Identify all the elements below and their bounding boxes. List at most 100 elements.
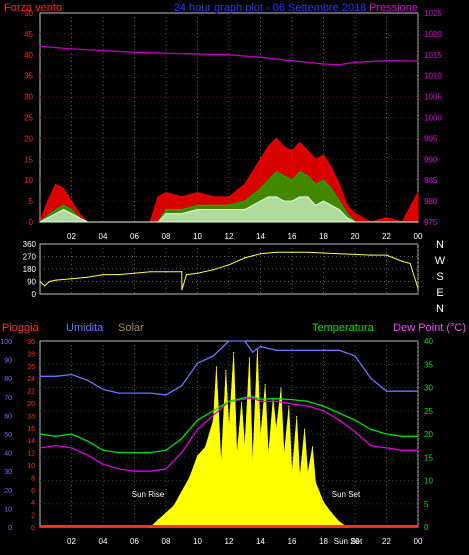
point-temperatura — [354, 419, 356, 421]
rain-y-tick: 20 — [27, 401, 35, 408]
point-dew-point — [86, 454, 88, 456]
point-pressione — [338, 64, 340, 66]
point-umidita — [322, 349, 325, 351]
humidity-y-tick: 10 — [4, 506, 12, 513]
point-wind-direction — [307, 251, 309, 253]
point-raffica — [307, 150, 309, 152]
point-pressione — [291, 60, 293, 62]
point-dew-point — [307, 405, 309, 407]
direction-y-tick: 0 — [32, 290, 37, 299]
sunset-annotation: Sun Set — [332, 490, 361, 499]
point-umidita — [133, 392, 136, 394]
point-dew-point — [55, 445, 57, 447]
temp-y-tick: 20 — [424, 430, 433, 439]
point-umidita — [338, 349, 340, 351]
point-solar — [244, 446, 246, 448]
wind-x-tick: 02 — [67, 232, 76, 241]
direction-y-tick: 360 — [23, 240, 37, 249]
wind-y-tick: 5 — [29, 197, 34, 206]
temp-y-tick: 0 — [424, 523, 429, 532]
point-wind-direction — [259, 253, 262, 255]
point-solar — [322, 501, 325, 503]
point-raffica — [181, 196, 183, 198]
temp-y-tick: 25 — [424, 407, 433, 416]
point-temperatura — [244, 397, 246, 399]
point-temperatura — [385, 433, 388, 435]
series-temperatura — [39, 396, 418, 454]
point-umidita — [354, 355, 356, 357]
wind-y-tick: 20 — [24, 134, 33, 143]
point-raffica — [346, 204, 348, 206]
wind-x-tick: 22 — [382, 232, 391, 241]
point-umidita — [55, 375, 57, 377]
wind-y-tick: 0 — [29, 218, 34, 227]
compass-letter: E — [436, 287, 443, 299]
point-raffica — [299, 142, 301, 144]
point-vento-medio — [291, 179, 293, 181]
point-wind-direction — [102, 274, 104, 276]
weather-panel: Pioggia Umidita Solar Temperatura Dew Po… — [0, 322, 466, 546]
temp-y-tick: 40 — [424, 337, 433, 346]
point-solar — [212, 419, 214, 421]
point-raffica — [322, 154, 325, 156]
wind-pressure-title: 24 hour graph plot - 06 Settembre 2018 — [174, 2, 367, 14]
point-solar — [220, 464, 222, 466]
temp-y-tick: 35 — [424, 360, 433, 369]
point-raffica — [55, 183, 57, 185]
point-raffica — [275, 137, 277, 139]
point-solar — [315, 481, 317, 484]
point-dew-point — [244, 398, 246, 400]
point-wind-direction — [228, 264, 230, 266]
wind-x-tick: 12 — [225, 232, 234, 241]
pressure-y-tick: 1000 — [424, 114, 442, 123]
point-dew-point — [291, 403, 293, 405]
point-solar — [248, 357, 251, 359]
point-raffica — [259, 158, 262, 160]
point-solar — [165, 512, 167, 514]
humidity-label: Umidita — [66, 322, 104, 334]
point-vento-medio — [275, 171, 277, 173]
point-solar — [291, 473, 293, 475]
wind-left-label: Forza vento — [4, 2, 62, 14]
humidity-y-tick: 40 — [4, 451, 12, 458]
humidity-y-tick: 30 — [4, 469, 12, 476]
pressure-y-tick: 1005 — [424, 93, 442, 102]
temp-y-tick: 10 — [424, 477, 433, 486]
point-umidita — [252, 351, 254, 353]
point-vento — [78, 217, 80, 219]
point-wind-direction — [275, 251, 277, 253]
humidity-y-tick: 90 — [4, 358, 12, 365]
point-dew-point — [133, 470, 136, 472]
point-solar — [275, 428, 277, 430]
point-temperatura — [417, 435, 419, 437]
point-wind-direction — [385, 254, 388, 256]
point-wind-direction — [133, 272, 136, 274]
point-pressione — [165, 52, 167, 54]
weather-x-tick: 16 — [288, 537, 297, 546]
point-solar — [338, 521, 340, 523]
point-solar — [264, 384, 266, 386]
point-vento — [196, 208, 199, 211]
point-solar — [267, 455, 269, 457]
point-umidita — [212, 355, 214, 357]
rain-y-tick: 26 — [27, 364, 35, 371]
point-solar — [173, 505, 175, 507]
point-wind-direction — [417, 287, 419, 289]
point-temperatura — [70, 433, 73, 435]
point-solar — [311, 446, 314, 448]
rain-y-tick: 4 — [31, 500, 35, 507]
point-temperatura — [228, 400, 230, 402]
point-umidita — [370, 377, 372, 379]
point-temperatura — [259, 398, 262, 400]
point-wind-direction — [291, 251, 293, 253]
point-solar — [233, 352, 235, 354]
point-wind-direction — [322, 252, 325, 254]
point-wind-direction — [196, 272, 199, 274]
sunset-tick-annotation: Sun Set — [334, 537, 363, 546]
rain-y-tick: 6 — [31, 488, 35, 495]
point-solar — [280, 387, 282, 389]
temp-y-tick: 30 — [424, 384, 433, 393]
point-raffica — [244, 183, 246, 185]
humidity-y-tick: 80 — [4, 376, 12, 383]
